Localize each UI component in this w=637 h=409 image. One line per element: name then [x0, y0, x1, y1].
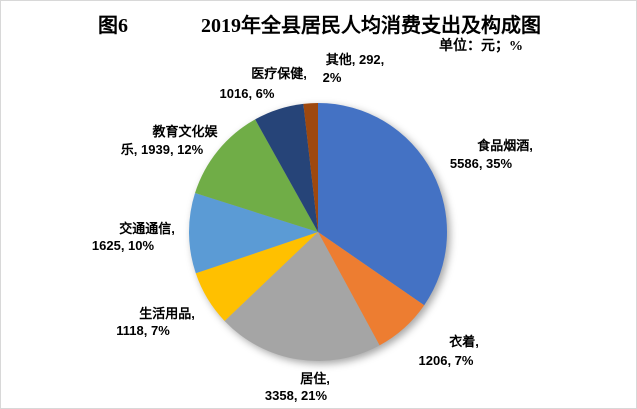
- data-label-line: 1206, 7%: [418, 353, 474, 368]
- data-label-line: 1016, 6%: [219, 86, 275, 101]
- pie-slice-5: [195, 119, 318, 232]
- data-label-line: 1625, 10%: [91, 238, 155, 253]
- data-label-line: 交通通信,: [119, 221, 175, 236]
- unit-note: 单位：元；%: [439, 39, 523, 54]
- pie-slice-1: [318, 232, 425, 346]
- pie-slice-0: [318, 103, 447, 306]
- data-label-line: 乐, 1939, 12%: [120, 142, 204, 157]
- pie-slice-2: [224, 232, 380, 361]
- data-label-line: 3358, 21%: [264, 388, 328, 403]
- data-label-line: 衣着,: [449, 334, 479, 349]
- data-label-line: 教育文化娱: [152, 124, 218, 139]
- data-label-line: 其他, 292,: [325, 52, 385, 67]
- pie-slice-3: [195, 232, 318, 321]
- pie-slice-4: [189, 193, 318, 274]
- chart-title: 2019年全县居民人均消费支出及构成图: [201, 15, 541, 37]
- pie-slice-6: [255, 103, 318, 232]
- pie-slice-7: [303, 103, 318, 232]
- data-label-line: 2%: [322, 70, 342, 85]
- data-label-line: 生活用品,: [139, 306, 195, 321]
- data-label-line: 食品烟酒,: [477, 138, 533, 153]
- data-label-line: 居住,: [300, 371, 330, 386]
- data-label-line: 5586, 35%: [449, 156, 513, 171]
- figure-number: 图6: [98, 15, 128, 37]
- data-label-line: 1118, 7%: [116, 323, 170, 338]
- data-label-line: 医疗保健,: [251, 66, 307, 81]
